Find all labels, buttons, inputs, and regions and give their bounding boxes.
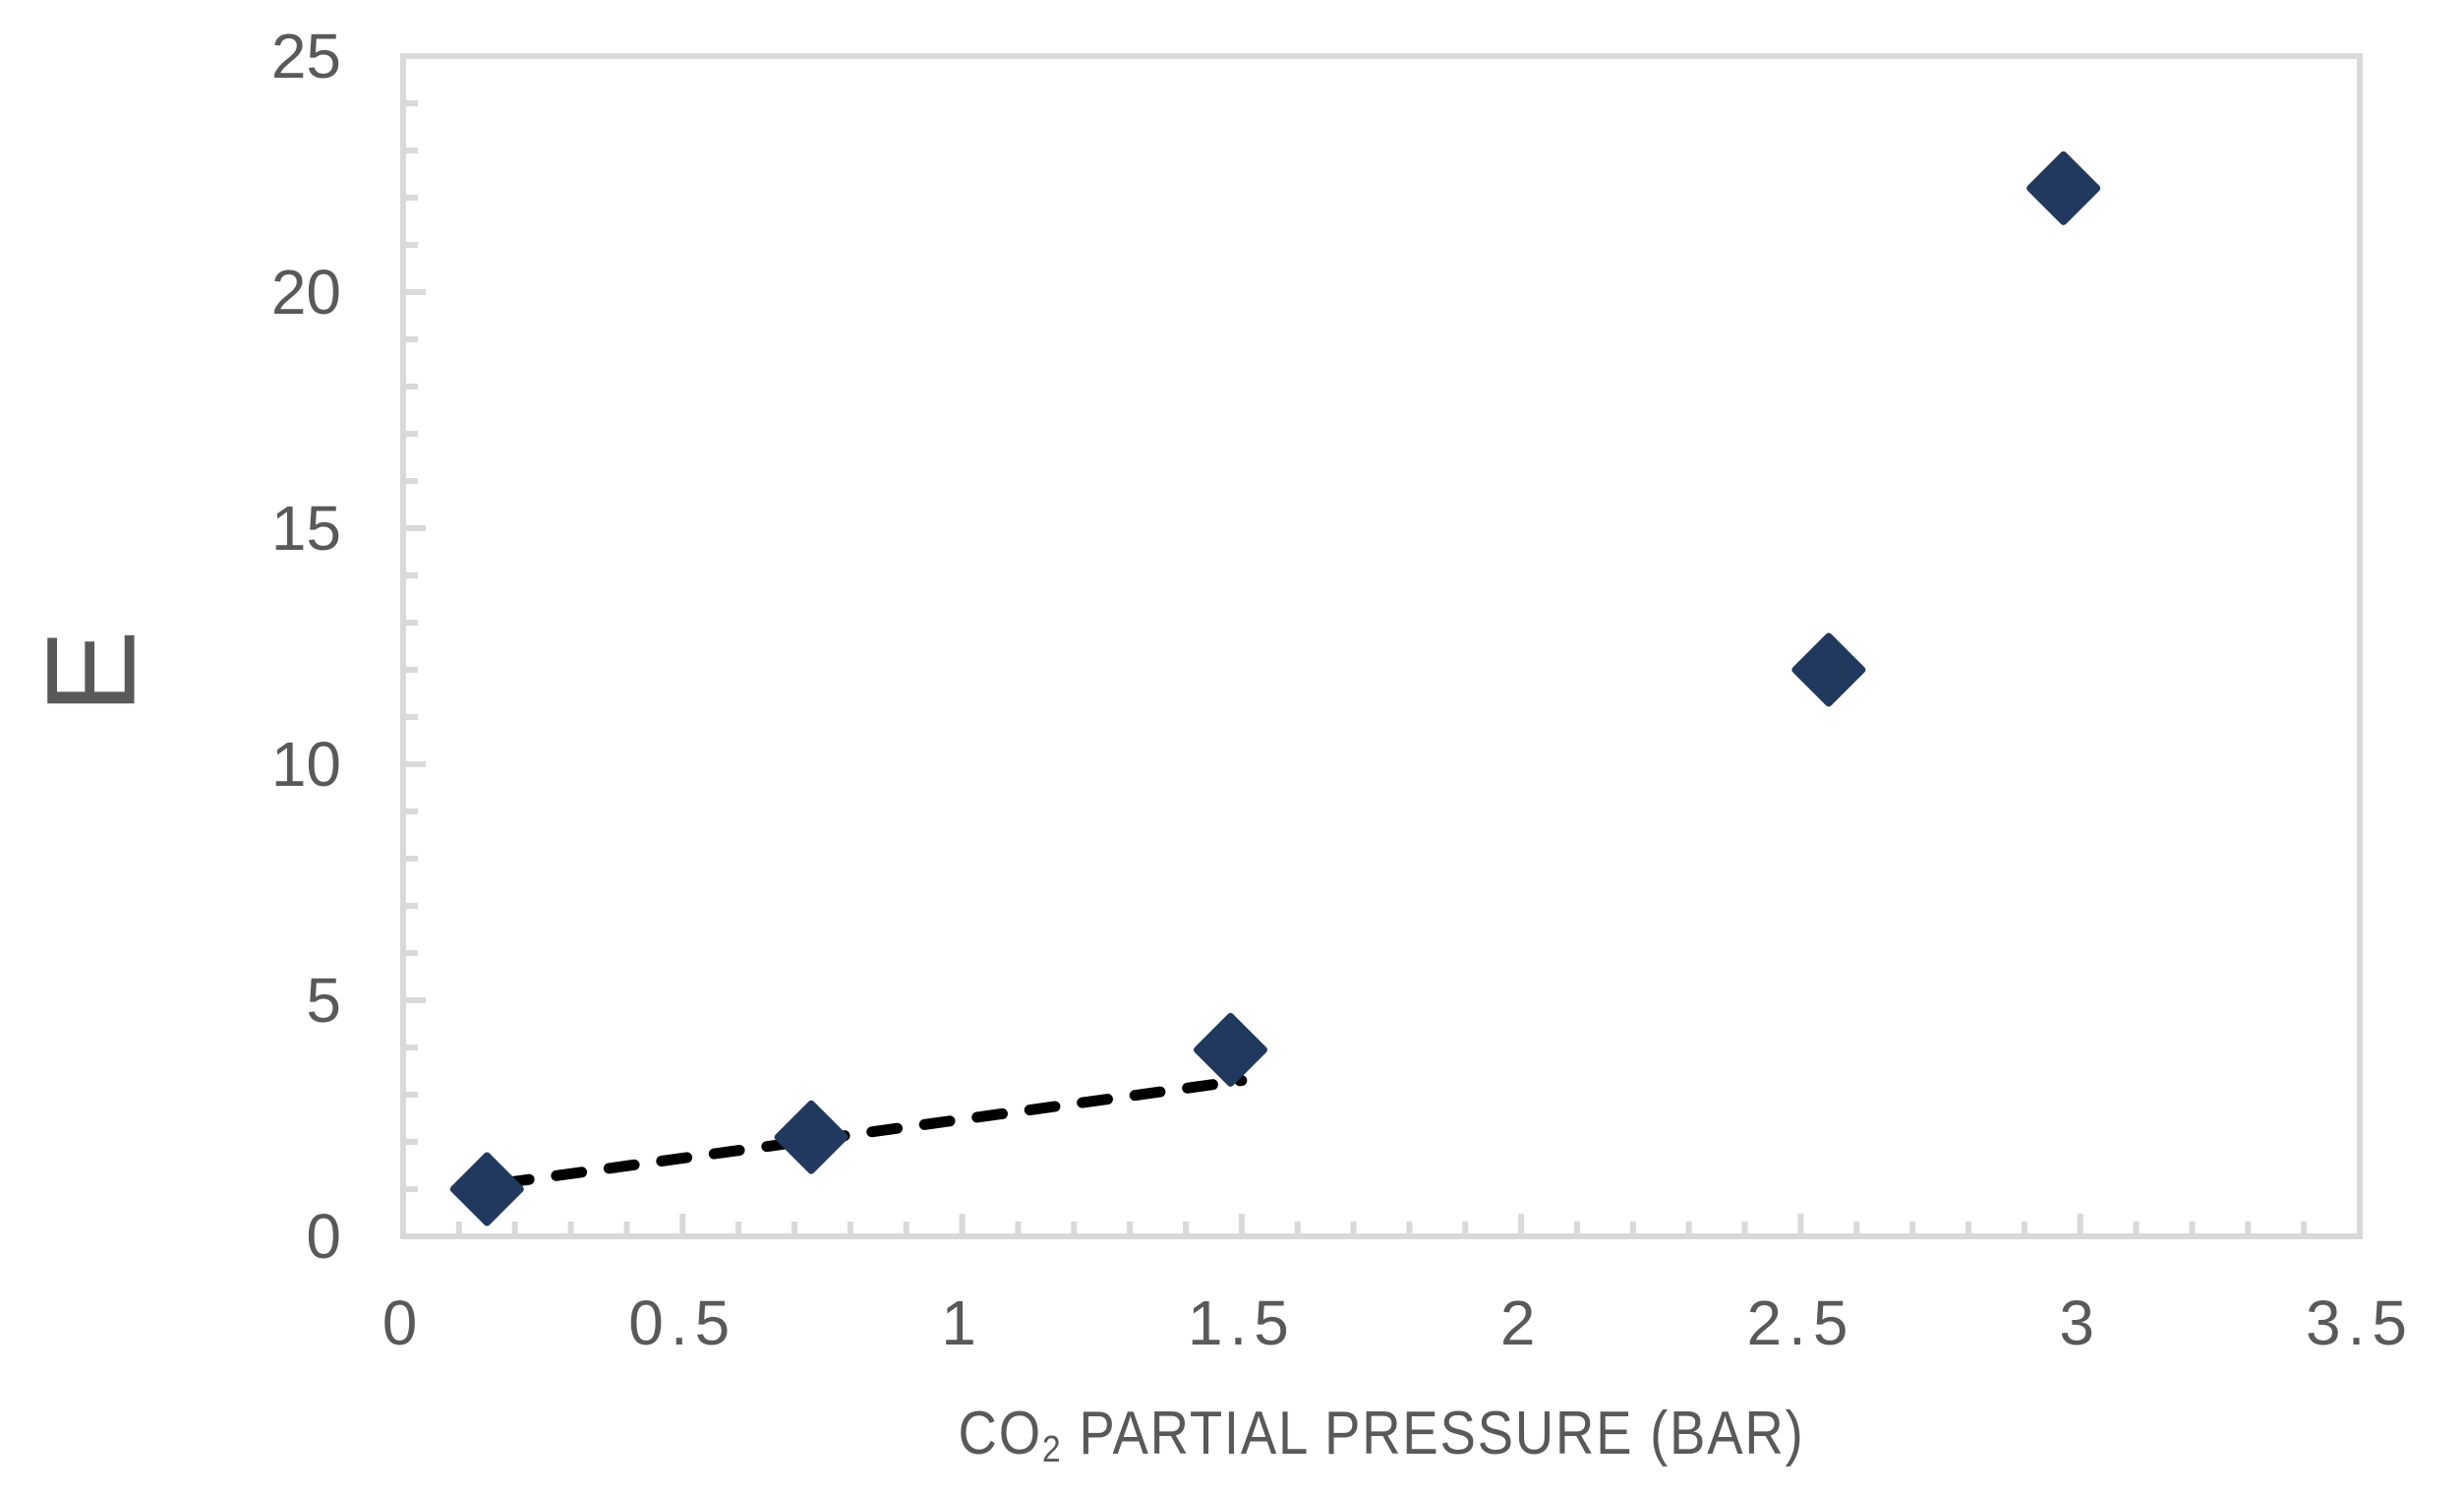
x-tick-label: 0 [382,1287,425,1358]
y-axis-title: E [21,628,162,714]
data-point [2026,150,2101,225]
data-point [774,1100,849,1174]
x-tick-label: 0.5 [628,1287,736,1358]
x-tick-label: 3.5 [2306,1287,2414,1358]
data-point [1193,1012,1267,1087]
x-tick-label: 1 [941,1287,983,1358]
y-tick-label: 15 [271,493,341,564]
data-point [1791,632,1866,707]
y-tick-label: 10 [271,729,341,800]
y-tick-label: 25 [271,21,341,91]
trendline [498,1075,1248,1189]
x-axis-title-rest: PARTIAL PRESSURE (BAR) [1062,1400,1805,1467]
x-axis-title: CO2 PARTIAL PRESSURE (BAR) [520,1399,2242,1471]
plot-area-border [400,53,2363,1239]
y-tick-label: 20 [271,257,341,328]
x-tick-label: 1.5 [1188,1287,1296,1358]
x-axis-title-prefix: CO [958,1400,1042,1467]
y-tick-label: 0 [306,1201,341,1272]
x-tick-label: 2.5 [1746,1287,1854,1358]
x-tick-label: 2 [1500,1287,1543,1358]
x-tick-label: 3 [2059,1287,2101,1358]
x-axis-title-subscript: 2 [1041,1428,1063,1471]
y-tick-label: 5 [306,965,341,1036]
data-point [449,1152,524,1226]
